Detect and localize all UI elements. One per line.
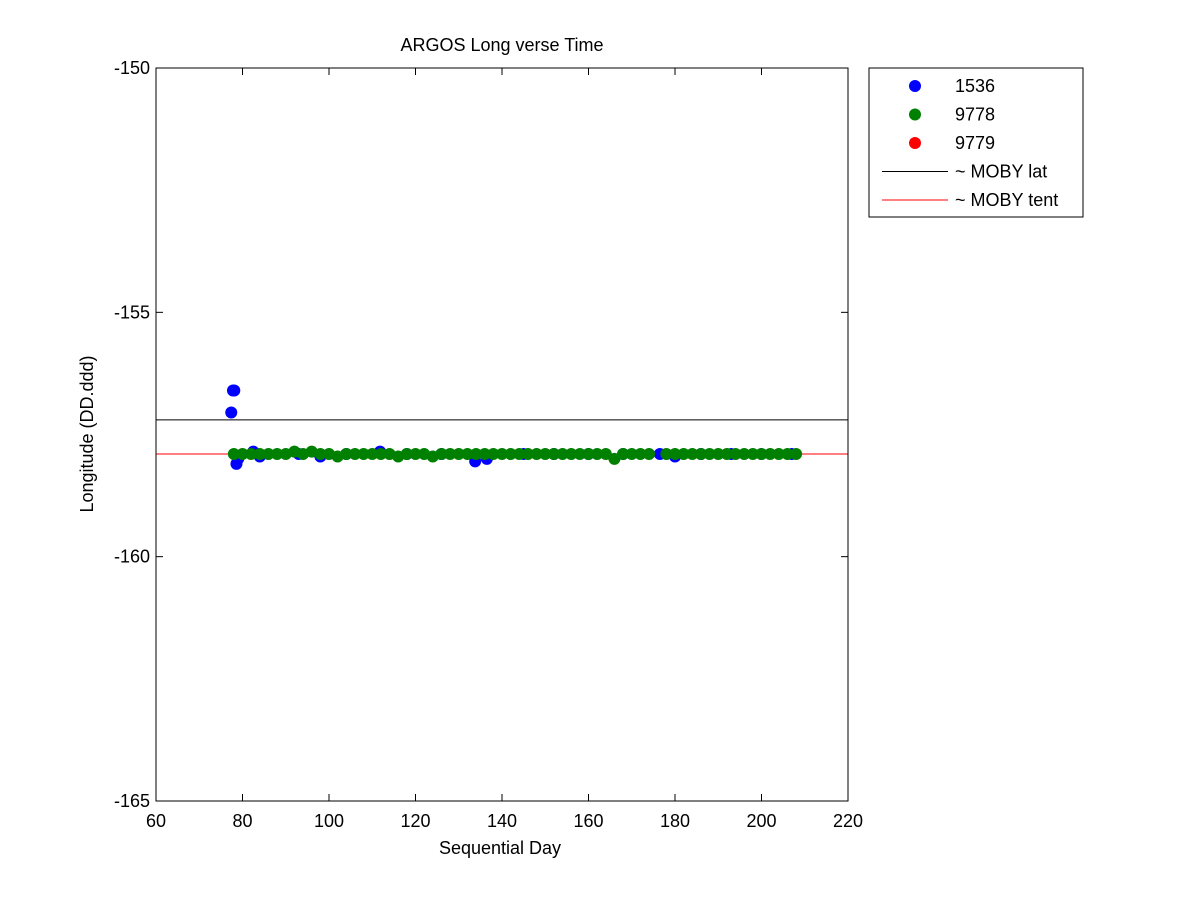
x-tick-label: 180 [660,811,690,831]
point-series-9778-45 [617,448,630,461]
point-series-9778-62 [772,448,785,461]
point-series-9778-63 [781,448,794,461]
chart-title: ARGOS Long verse Time [400,35,603,55]
point-series-9778-34 [521,448,534,461]
point-series-9778-54 [703,448,716,461]
point-series-9778-30 [487,448,500,461]
point-series-9778-25 [444,448,457,461]
point-series-9778-15 [357,448,370,461]
point-series-9778-13 [340,448,353,461]
point-series-9778-33 [513,448,526,461]
x-tick-label: 100 [314,811,344,831]
legend-marker-9779 [909,137,921,149]
legend-label: 9778 [955,105,995,125]
point-series-9778-50 [669,448,681,461]
y-tick-label: -150 [114,58,150,78]
x-tick-label: 80 [232,811,252,831]
point-series-9778-39 [565,448,578,461]
x-tick-label: 200 [746,811,776,831]
point-series-9778-0 [227,448,240,461]
point-series-9778-41 [582,448,595,461]
point-series-9778-16 [366,448,379,461]
point-series-9778-17 [374,448,387,461]
legend-label: 1536 [955,76,995,96]
point-series-9778-48 [643,448,656,461]
x-tick-label: 120 [400,811,430,831]
y-axis-ticks: -150 -155 -160 -165 [114,58,848,811]
x-tick-label: 140 [487,811,517,831]
point-series-9778-49 [660,448,673,461]
y-tick-label: -165 [114,791,150,811]
point-series-9778-42 [591,448,604,461]
legend-box [868,67,1084,218]
point-series-9778-32 [504,448,517,461]
legend-label: ~ MOBY tent [955,190,1058,210]
point-series-9778-61 [764,448,777,461]
point-series-9778-55 [712,448,725,461]
x-tick-label: 160 [573,811,603,831]
point-series-9778-60 [755,448,768,461]
point-series-9778-1 [236,448,249,461]
y-axis-label: Longitude (DD.ddd) [77,355,97,512]
point-series-9778-58 [738,448,751,461]
x-tick-label: 220 [833,811,863,831]
point-series-9778-40 [573,448,586,461]
point-series-9778-51 [677,448,690,461]
point-series-9778-53 [694,448,707,461]
legend: 1536 9778 9779 ~ MOBY lat ~ MOBY tent [868,67,1084,218]
point-series-9778-59 [746,448,759,461]
data-points [225,384,803,470]
point-series-9778-20 [400,448,413,461]
y-tick-label: -155 [114,302,150,322]
legend-marker-1536 [909,80,921,92]
point-series-9778-52 [686,448,699,461]
point-series-9778-28 [470,448,483,461]
point-series-9778-47 [634,448,647,461]
legend-marker-9778 [909,108,921,121]
x-tick-label: 60 [146,811,166,831]
y-tick-label: -160 [114,547,150,567]
point-series-9778-36 [539,448,552,461]
point-series-9778-4 [262,448,275,461]
point-series-9778-26 [452,448,465,461]
axes-background [156,68,848,801]
point-series-9778-2 [245,448,258,461]
point-series-9778-31 [496,448,508,461]
point-series-9778-64 [790,448,803,461]
point-series-9778-21 [409,448,422,461]
point-series-9778-38 [556,448,569,461]
point-series-9778-29 [478,448,491,461]
plot-area: 60 80 100 120 140 160 180 200 220 -150-155-160-1… [114,58,863,831]
point-series-9778-27 [461,448,474,461]
point-series-9778-35 [530,448,543,461]
point-series-9778-14 [348,448,361,461]
point-series-9778-24 [435,448,448,461]
point-series-9778-56 [720,448,733,461]
point-series-9778-10 [314,448,327,461]
legend-label: 9779 [955,133,995,153]
point-series-9778-3 [253,448,266,461]
x-axis-label: Sequential Day [439,838,561,858]
point-series-9778-57 [729,448,742,461]
point-series-9778-5 [271,448,284,461]
point-series-9778-46 [625,448,638,461]
point-series-1536-2 [228,384,241,397]
point-series-9778-37 [547,448,560,461]
point-series-1536-0 [225,406,238,419]
legend-label: ~ MOBY lat [955,162,1047,182]
x-axis-ticks: 60 80 100 120 140 160 180 200 220 [146,68,863,831]
